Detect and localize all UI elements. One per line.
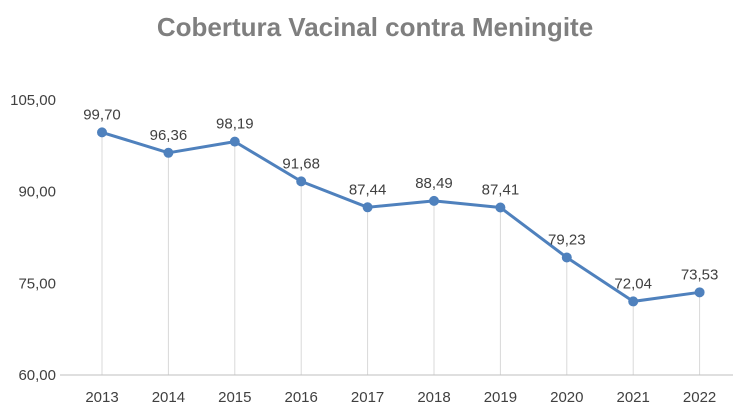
- data-point: [229, 136, 240, 147]
- data-point: [495, 202, 506, 213]
- data-point: [163, 147, 174, 158]
- y-tick-label: 105,00: [10, 92, 56, 109]
- data-label: 79,23: [548, 231, 586, 248]
- data-label: 98,19: [216, 116, 254, 133]
- data-label: 88,49: [415, 175, 453, 192]
- data-point: [362, 202, 373, 213]
- x-tick-label: 2017: [351, 389, 384, 406]
- data-label: 99,70: [83, 106, 121, 123]
- x-tick-label: 2022: [683, 389, 716, 406]
- x-tick-label: 2013: [85, 389, 118, 406]
- x-tick-label: 2014: [152, 389, 185, 406]
- y-tick-label: 75,00: [18, 275, 56, 292]
- data-point: [694, 287, 705, 298]
- y-tick-label: 60,00: [18, 367, 56, 384]
- x-tick-label: 2019: [484, 389, 517, 406]
- data-label: 87,44: [349, 181, 387, 198]
- data-label: 87,41: [482, 181, 520, 198]
- data-label: 73,53: [681, 266, 719, 283]
- x-tick-label: 2020: [550, 389, 583, 406]
- data-point: [628, 296, 639, 307]
- data-point: [561, 252, 572, 263]
- data-point: [296, 176, 307, 187]
- data-point: [97, 127, 107, 138]
- x-tick-label: 2021: [617, 389, 650, 406]
- x-tick-label: 2018: [417, 389, 450, 406]
- chart-title: Cobertura Vacinal contra Meningite: [156, 12, 594, 42]
- data-label: 96,36: [150, 127, 188, 144]
- x-tick-label: 2015: [218, 389, 251, 406]
- data-label: 91,68: [282, 155, 320, 172]
- series-line: [100, 130, 702, 303]
- y-tick-label: 90,00: [18, 184, 56, 201]
- data-label: 72,04: [614, 275, 652, 292]
- data-point: [429, 195, 439, 206]
- x-tick-label: 2016: [285, 389, 318, 406]
